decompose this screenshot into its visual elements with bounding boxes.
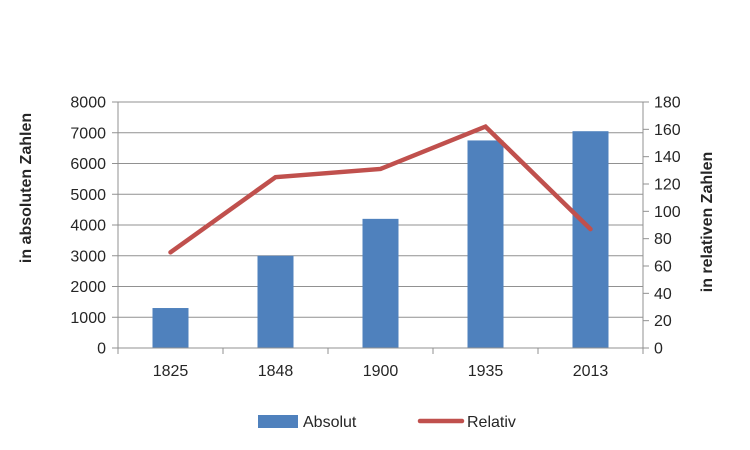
left-tick-label: 2000 — [70, 279, 106, 296]
left-tick-label: 8000 — [70, 95, 106, 112]
left-tick-label: 0 — [97, 341, 106, 358]
right-tick-label: 60 — [654, 259, 672, 276]
legend-swatch-absolut — [258, 415, 298, 428]
left-tick-label: 1000 — [70, 310, 106, 327]
right-tick-label: 40 — [654, 286, 672, 303]
right-tick-label: 80 — [654, 231, 672, 248]
left-tick-label: 3000 — [70, 248, 106, 265]
right-tick-label: 180 — [654, 95, 681, 112]
right-tick-label: 140 — [654, 149, 681, 166]
right-tick-label: 160 — [654, 122, 681, 139]
bar-1935 — [467, 140, 504, 348]
x-axis-tick-labels: 1825 1848 1900 1935 2013 — [153, 363, 609, 380]
bar-1825 — [152, 308, 189, 348]
legend-label-relativ: Relativ — [467, 414, 516, 431]
right-axis-title: in relativen Zahlen — [699, 152, 716, 292]
left-tick-label: 4000 — [70, 218, 106, 235]
legend: Absolut Relativ — [258, 414, 516, 431]
right-tick-label: 20 — [654, 313, 672, 330]
x-tick-label: 1900 — [363, 363, 399, 380]
left-axis-title: in absoluten Zahlen — [18, 113, 35, 263]
right-tick-label: 0 — [654, 341, 663, 358]
x-tick-label: 1935 — [468, 363, 504, 380]
bar-1900 — [362, 218, 399, 348]
relativ-line — [168, 123, 593, 255]
bar-1848 — [257, 255, 294, 348]
right-tick-label: 120 — [654, 177, 681, 194]
bar-series-absolut — [152, 131, 609, 348]
left-tick-label: 7000 — [70, 125, 106, 142]
left-tick-label: 6000 — [70, 156, 106, 173]
axes — [112, 101, 649, 354]
left-tick-label: 5000 — [70, 187, 106, 204]
x-tick-label: 1848 — [258, 363, 294, 380]
legend-label-absolut: Absolut — [303, 414, 357, 431]
x-tick-label: 1825 — [153, 363, 189, 380]
line-series-relativ — [168, 123, 593, 255]
bar-2013 — [572, 131, 609, 348]
right-tick-label: 100 — [654, 204, 681, 221]
left-axis-tick-labels: 0 1000 2000 3000 4000 5000 6000 7000 8000 — [70, 95, 106, 358]
x-tick-label: 2013 — [573, 363, 609, 380]
right-axis-tick-labels: 0 20 40 60 80 100 120 140 160 180 — [654, 95, 681, 358]
